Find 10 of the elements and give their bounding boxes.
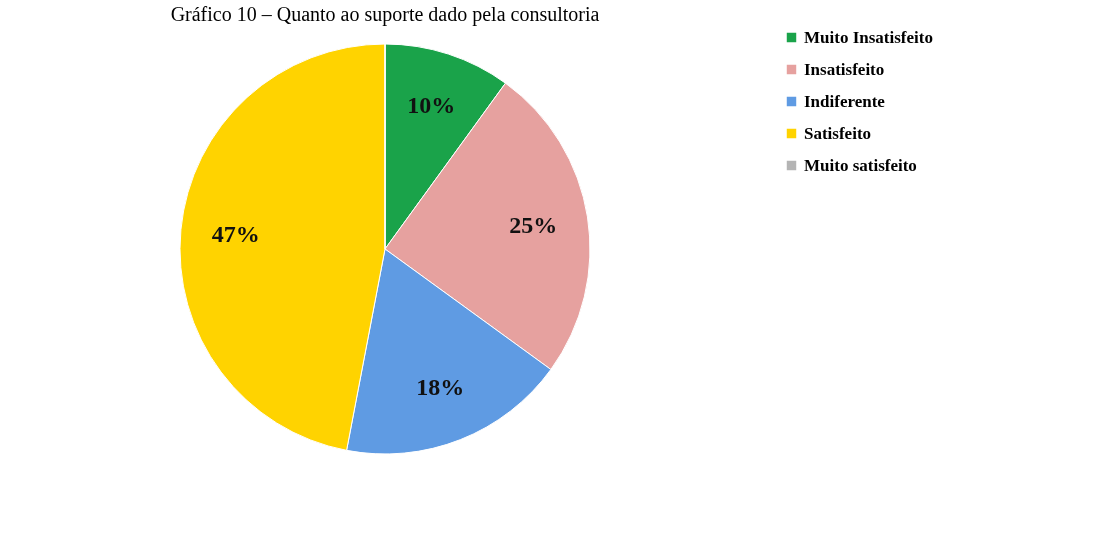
data-label: 10% xyxy=(407,92,456,119)
legend-label: Muito Insatisfeito xyxy=(804,27,933,47)
data-label: 47% xyxy=(211,220,260,247)
chart-title: Gráfico 10 – Quanto ao suporte dado pela consultoria xyxy=(170,3,600,26)
legend-label: Insatisfeito xyxy=(804,59,885,79)
legend-label: Muito satisfeito xyxy=(804,155,917,175)
legend-label: Indiferente xyxy=(804,91,886,111)
legend-label: Satisfeito xyxy=(804,123,872,143)
data-label: 18% xyxy=(416,374,465,401)
data-label: 25% xyxy=(509,211,558,238)
